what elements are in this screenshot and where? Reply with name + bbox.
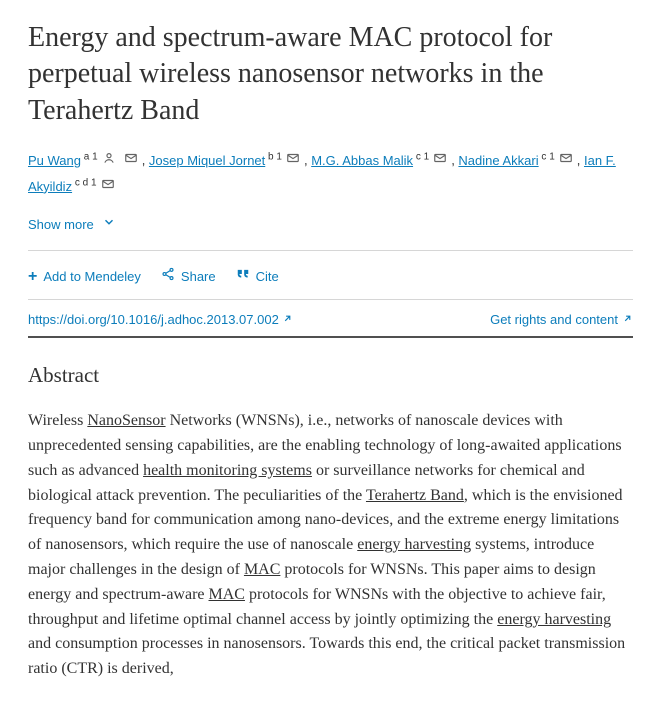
keyword-link[interactable]: energy harvesting xyxy=(497,611,611,628)
actions-row: + Add to Mendeley Share Cite xyxy=(28,259,633,295)
external-link-icon xyxy=(282,312,293,327)
person-icon[interactable] xyxy=(102,149,116,174)
affiliation-marker: c d 1 xyxy=(72,177,96,188)
affiliation-marker: b 1 xyxy=(265,151,282,162)
author-link[interactable]: Pu Wang xyxy=(28,153,81,168)
cite-button[interactable]: Cite xyxy=(236,265,279,289)
chevron-down-icon xyxy=(102,215,116,235)
author-link[interactable]: Nadine Akkari xyxy=(458,153,538,168)
cite-label: Cite xyxy=(256,267,279,287)
plus-icon: + xyxy=(28,265,37,289)
mail-icon[interactable] xyxy=(101,175,115,200)
abstract-heading: Abstract xyxy=(28,360,633,392)
mendeley-label: Add to Mendeley xyxy=(43,267,141,287)
keyword-link[interactable]: NanoSensor xyxy=(87,412,165,429)
affiliation-marker: a 1 xyxy=(81,151,98,162)
show-more-label: Show more xyxy=(28,215,94,235)
author-entry: Pu Wang a 1 xyxy=(28,153,142,168)
keyword-link[interactable]: MAC xyxy=(244,561,280,578)
share-icon xyxy=(161,267,175,287)
keyword-link[interactable]: energy harvesting xyxy=(357,536,471,553)
mail-icon[interactable] xyxy=(124,149,138,174)
author-link[interactable]: Josep Miquel Jornet xyxy=(149,153,265,168)
author-list: Pu Wang a 1, Josep Miquel Jornet b 1, M.… xyxy=(28,147,633,199)
divider xyxy=(28,250,633,251)
show-more-toggle[interactable]: Show more xyxy=(28,215,116,235)
author-link[interactable]: M.G. Abbas Malik xyxy=(311,153,413,168)
share-button[interactable]: Share xyxy=(161,265,216,289)
quote-icon xyxy=(236,267,250,287)
rights-link[interactable]: Get rights and content xyxy=(490,310,633,330)
add-to-mendeley-button[interactable]: + Add to Mendeley xyxy=(28,265,141,289)
author-entry: M.G. Abbas Malik c 1 xyxy=(311,153,451,168)
rights-label: Get rights and content xyxy=(490,310,618,330)
separator: , xyxy=(577,153,584,168)
doi-row: https://doi.org/10.1016/j.adhoc.2013.07.… xyxy=(28,310,633,336)
divider xyxy=(28,299,633,300)
external-link-icon xyxy=(622,310,633,330)
affiliation-marker: c 1 xyxy=(539,151,555,162)
keyword-link[interactable]: health monitoring systems xyxy=(143,462,312,479)
share-label: Share xyxy=(181,267,216,287)
abstract-text: Wireless NanoSensor Networks (WNSNs), i.… xyxy=(28,409,633,682)
separator: , xyxy=(142,153,149,168)
author-entry: Josep Miquel Jornet b 1 xyxy=(149,153,304,168)
doi-link[interactable]: https://doi.org/10.1016/j.adhoc.2013.07.… xyxy=(28,310,293,330)
divider xyxy=(28,336,633,338)
author-entry: Nadine Akkari c 1 xyxy=(458,153,576,168)
keyword-link[interactable]: Terahertz Band xyxy=(366,487,464,504)
mail-icon[interactable] xyxy=(433,149,447,174)
article-title: Energy and spectrum-aware MAC protocol f… xyxy=(28,20,633,129)
keyword-link[interactable]: MAC xyxy=(209,586,245,603)
mail-icon[interactable] xyxy=(559,149,573,174)
affiliation-marker: c 1 xyxy=(413,151,429,162)
doi-text: https://doi.org/10.1016/j.adhoc.2013.07.… xyxy=(28,312,279,327)
mail-icon[interactable] xyxy=(286,149,300,174)
